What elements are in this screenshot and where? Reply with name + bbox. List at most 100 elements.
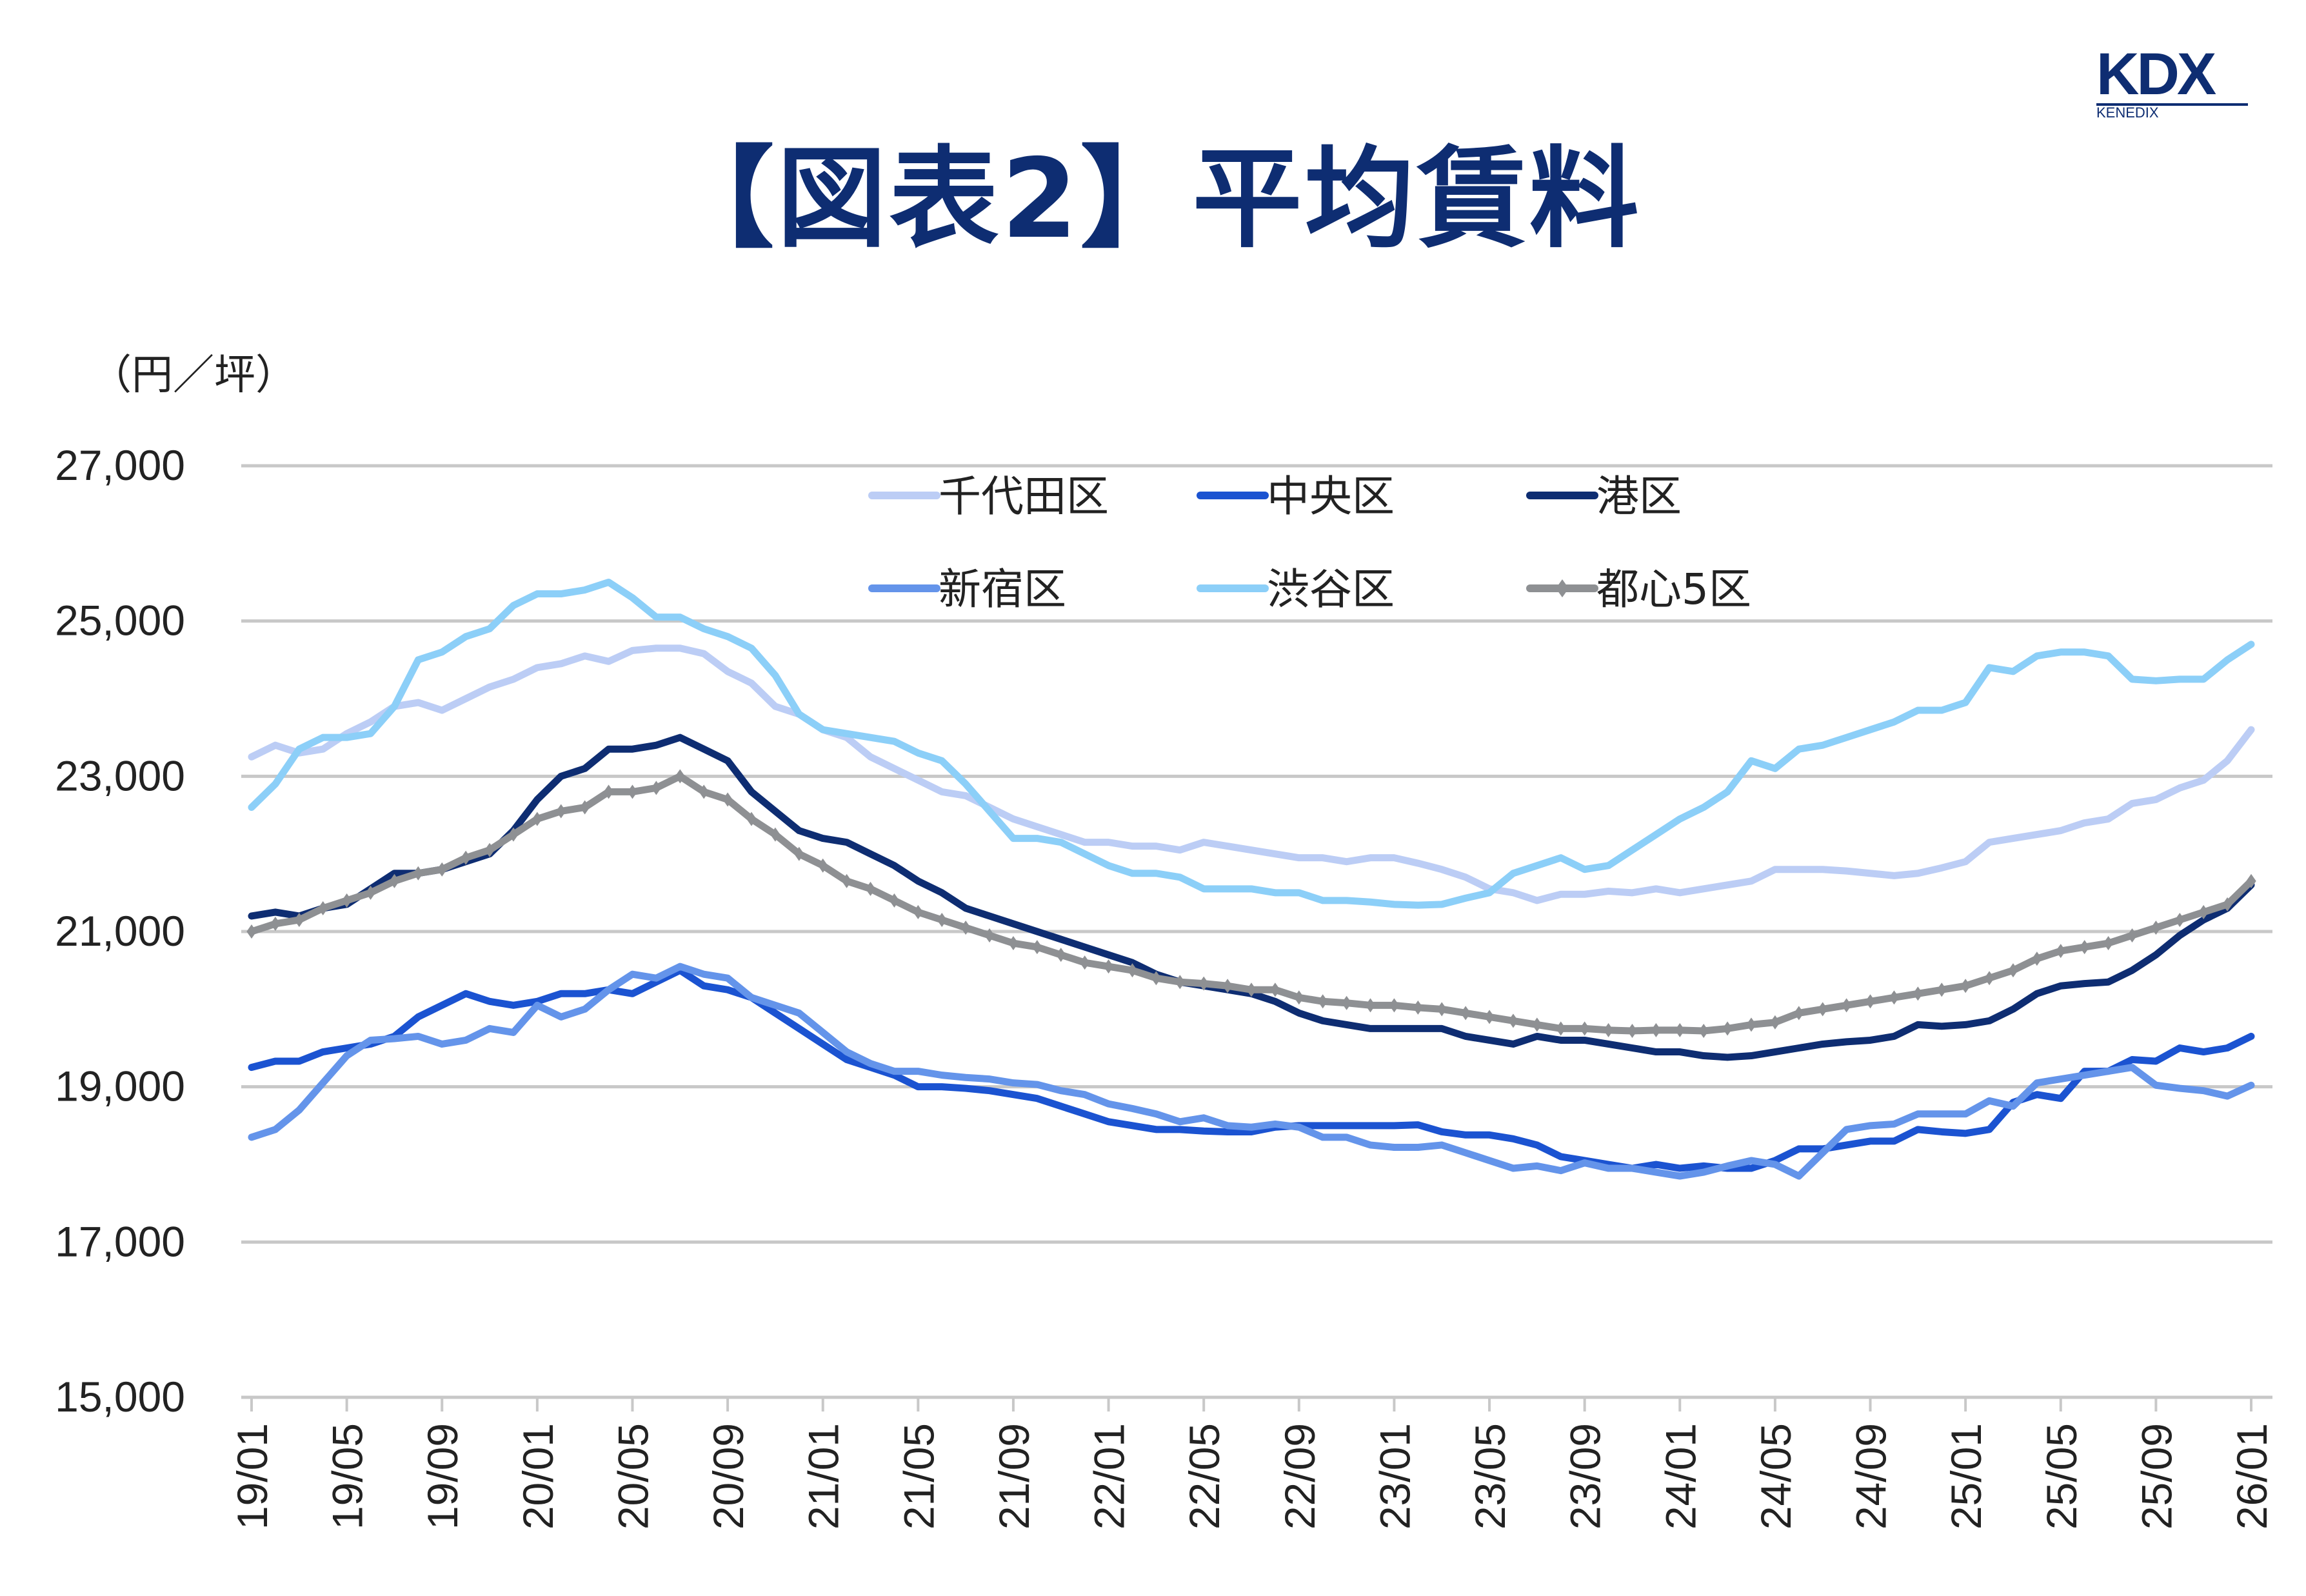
data-point-marker: [1222, 979, 1233, 993]
data-point-marker: [937, 912, 947, 927]
data-point-marker: [1151, 971, 1162, 986]
data-point-marker: [1722, 1021, 1733, 1036]
data-point-marker: [2032, 952, 2042, 966]
series-line-5: [248, 579, 2255, 909]
data-point-marker: [1103, 959, 1114, 974]
x-tick-label: 25/05: [2038, 1423, 2085, 1530]
data-point-marker: [984, 928, 995, 943]
data-point-marker: [341, 893, 352, 908]
kenedix-logo: KDX KENEDIX: [2096, 45, 2258, 120]
data-point-marker: [1294, 990, 1304, 1005]
data-point-marker: [651, 781, 662, 795]
data-point-marker: [865, 881, 876, 896]
x-tick-label: 22/09: [1276, 1423, 1324, 1530]
data-point-marker: [794, 846, 804, 861]
logo-mark: KDX: [2096, 41, 2216, 107]
x-tick-label: 19/05: [324, 1423, 372, 1530]
x-tick-label: 23/05: [1466, 1423, 1514, 1530]
data-point-marker: [1960, 979, 1971, 993]
x-tick-label: 24/09: [1847, 1423, 1895, 1530]
data-point-marker: [603, 784, 614, 799]
data-point-marker: [1746, 1017, 1756, 1032]
data-point-marker: [389, 873, 400, 888]
data-point-marker: [1460, 1006, 1471, 1021]
x-tick-label: 23/09: [1562, 1423, 1609, 1530]
data-point-marker: [1365, 998, 1376, 1013]
series-line-2: [248, 966, 2255, 1172]
data-point-marker: [484, 843, 495, 857]
data-point-marker: [770, 827, 780, 842]
data-point-marker: [1175, 975, 1185, 990]
data-point-marker: [1818, 1002, 1828, 1017]
data-point-marker: [2103, 936, 2114, 951]
data-point-marker: [746, 812, 757, 826]
y-tick-label: 17,000: [55, 1217, 185, 1265]
data-point-marker: [1508, 1013, 1518, 1028]
series-line-4: [248, 963, 2255, 1180]
data-point-marker: [1032, 940, 1042, 955]
y-tick-label: 23,000: [55, 752, 185, 799]
data-point-marker: [889, 893, 900, 908]
x-tick-label: 21/05: [895, 1423, 942, 1530]
data-point-marker: [1603, 1022, 1614, 1037]
data-point-marker: [2056, 944, 2066, 959]
x-tick-label: 20/05: [609, 1423, 657, 1530]
data-point-marker: [722, 792, 733, 807]
y-tick-label: 21,000: [55, 907, 185, 955]
data-point-marker: [818, 858, 828, 873]
data-point-marker: [2174, 912, 2185, 927]
data-point-marker: [1341, 995, 1352, 1010]
data-point-marker: [1532, 1017, 1542, 1032]
y-tick-label: 25,000: [55, 597, 185, 644]
x-tick-label: 24/05: [1752, 1423, 1800, 1530]
data-point-marker: [2008, 963, 2018, 978]
data-point-marker: [1246, 983, 1257, 997]
data-point-marker: [1270, 983, 1280, 997]
data-point-marker: [1913, 986, 1923, 1001]
x-tick-label: 25/09: [2132, 1423, 2180, 1530]
data-point-marker: [675, 769, 685, 784]
y-tick-label: 27,000: [55, 441, 185, 489]
data-point-marker: [508, 827, 519, 842]
legend-label: 都心5区: [1596, 564, 1751, 614]
x-tick-label: 26/01: [2228, 1423, 2276, 1530]
legend-label: 新宿区: [939, 564, 1066, 614]
x-tick-label: 23/01: [1371, 1423, 1418, 1530]
data-point-marker: [1198, 976, 1209, 991]
data-point-marker: [246, 924, 257, 939]
y-axis-unit-label: （円／坪）: [90, 352, 297, 399]
data-point-marker: [841, 873, 852, 888]
data-point-marker: [699, 784, 709, 799]
data-point-marker: [461, 850, 471, 865]
data-point-marker: [579, 800, 590, 815]
y-tick-label: 19,000: [55, 1062, 185, 1110]
x-tick-label: 22/01: [1086, 1423, 1133, 1530]
x-tick-label: 21/01: [800, 1423, 848, 1530]
data-point-marker: [1056, 948, 1066, 963]
logo-subtext: KENEDIX: [2096, 103, 2248, 120]
data-point-marker: [2127, 928, 2138, 943]
y-tick-label: 15,000: [55, 1373, 185, 1421]
data-point-marker: [437, 862, 447, 877]
data-point-marker: [1841, 998, 1852, 1013]
data-point-marker: [556, 804, 566, 819]
data-point-marker: [1079, 955, 1090, 970]
data-point-marker: [1127, 963, 1138, 978]
data-point-marker: [1865, 994, 1876, 1009]
x-tick-label: 25/01: [1942, 1423, 1990, 1530]
chart-title: 【図表2】平均賃料: [664, 135, 1642, 263]
data-point-marker: [270, 916, 281, 931]
x-tick-label: 20/01: [514, 1423, 562, 1530]
data-point-marker: [1008, 936, 1019, 951]
series-line-1: [248, 644, 2255, 904]
x-tick-label: 22/05: [1180, 1423, 1228, 1530]
data-point-marker: [960, 920, 971, 935]
x-tick-label: 19/09: [419, 1423, 466, 1530]
data-point-marker: [1794, 1006, 1804, 1021]
legend-label: 港区: [1596, 472, 1682, 521]
data-point-marker: [1556, 1021, 1566, 1036]
data-point-marker: [1984, 971, 1994, 986]
data-point-marker: [2198, 904, 2209, 919]
data-point-marker: [1889, 990, 1900, 1005]
